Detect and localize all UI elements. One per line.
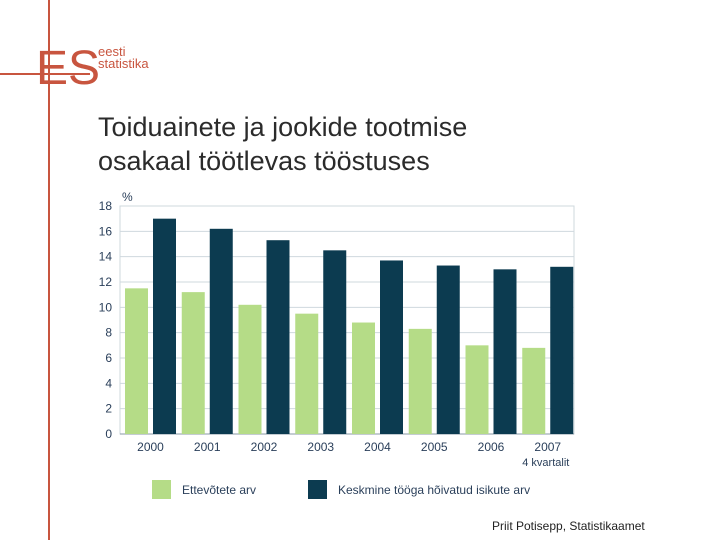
x-tick-sublabel: 4 kvartalit <box>522 457 569 469</box>
y-tick-label: 10 <box>99 300 113 314</box>
slide-title-line-1: Toiduainete ja jookide tootmise <box>98 112 468 142</box>
slide-title: Toiduainete ja jookide tootmise osakaal … <box>98 110 698 178</box>
bar-keskmine-hoivatud <box>493 269 517 434</box>
logo-text-eesti: eesti <box>98 44 126 59</box>
bar-ettevotete-arv <box>465 345 489 434</box>
logo-monogram: ES <box>36 42 100 90</box>
x-tick-label: 2006 <box>478 440 505 454</box>
bar-keskmine-hoivatud <box>209 228 233 434</box>
x-tick-label: 2003 <box>307 440 334 454</box>
accent-horizontal-line <box>0 73 90 75</box>
bar-ettevotete-arv <box>181 292 205 434</box>
y-tick-label: 0 <box>105 427 112 441</box>
bar-keskmine-hoivatud <box>436 265 460 434</box>
legend-label-keskmine-hoivatud: Keskmine tööga hõivatud isikute arv <box>338 483 530 497</box>
y-tick-label: 2 <box>105 402 112 416</box>
bar-keskmine-hoivatud <box>550 266 574 434</box>
y-tick-label: 4 <box>105 376 112 390</box>
author-credit: Priit Potisepp, Statistikaamet <box>492 519 645 533</box>
y-tick-label: 12 <box>99 275 113 289</box>
bar-ettevotete-arv <box>522 347 546 434</box>
x-tick-label: 2007 <box>534 440 561 454</box>
legend-swatch-keskmine-hoivatud <box>308 480 327 499</box>
x-tick-label: 2001 <box>194 440 221 454</box>
bar-keskmine-hoivatud <box>323 250 347 434</box>
y-tick-label: 14 <box>99 250 113 264</box>
y-tick-label: 18 <box>99 199 113 213</box>
slide-title-line-2: osakaal töötlevas tööstuses <box>98 146 430 176</box>
x-tick-label: 2000 <box>137 440 164 454</box>
y-axis-label: % <box>122 190 133 204</box>
y-tick-label: 6 <box>105 351 112 365</box>
bar-ettevotete-arv <box>352 322 375 434</box>
legend-label-ettevotete-arv: Ettevõtete arv <box>182 483 256 497</box>
bar-keskmine-hoivatud <box>380 260 403 434</box>
logo-text-statistika: statistika <box>98 56 149 71</box>
bar-ettevotete-arv <box>238 304 262 434</box>
x-tick-label: 2005 <box>421 440 448 454</box>
bar-ettevotete-arv <box>125 288 148 434</box>
bar-keskmine-hoivatud <box>153 218 176 434</box>
x-tick-label: 2002 <box>251 440 278 454</box>
statistics-estonia-logo: ES eesti statistika <box>36 42 149 90</box>
y-tick-label: 8 <box>105 326 112 340</box>
bar-ettevotete-arv <box>408 328 432 434</box>
legend-swatch-ettevotete-arv <box>152 480 171 499</box>
x-tick-label: 2004 <box>364 440 391 454</box>
bar-keskmine-hoivatud <box>266 240 290 434</box>
bar-ettevotete-arv <box>295 313 319 434</box>
accent-vertical-line <box>48 0 50 540</box>
bar-chart: 0 2 4 6 8 10 12 14 16 18% 2000 2001 2002 2003 2004 2005… <box>99 190 575 499</box>
y-tick-label: 16 <box>99 224 113 238</box>
